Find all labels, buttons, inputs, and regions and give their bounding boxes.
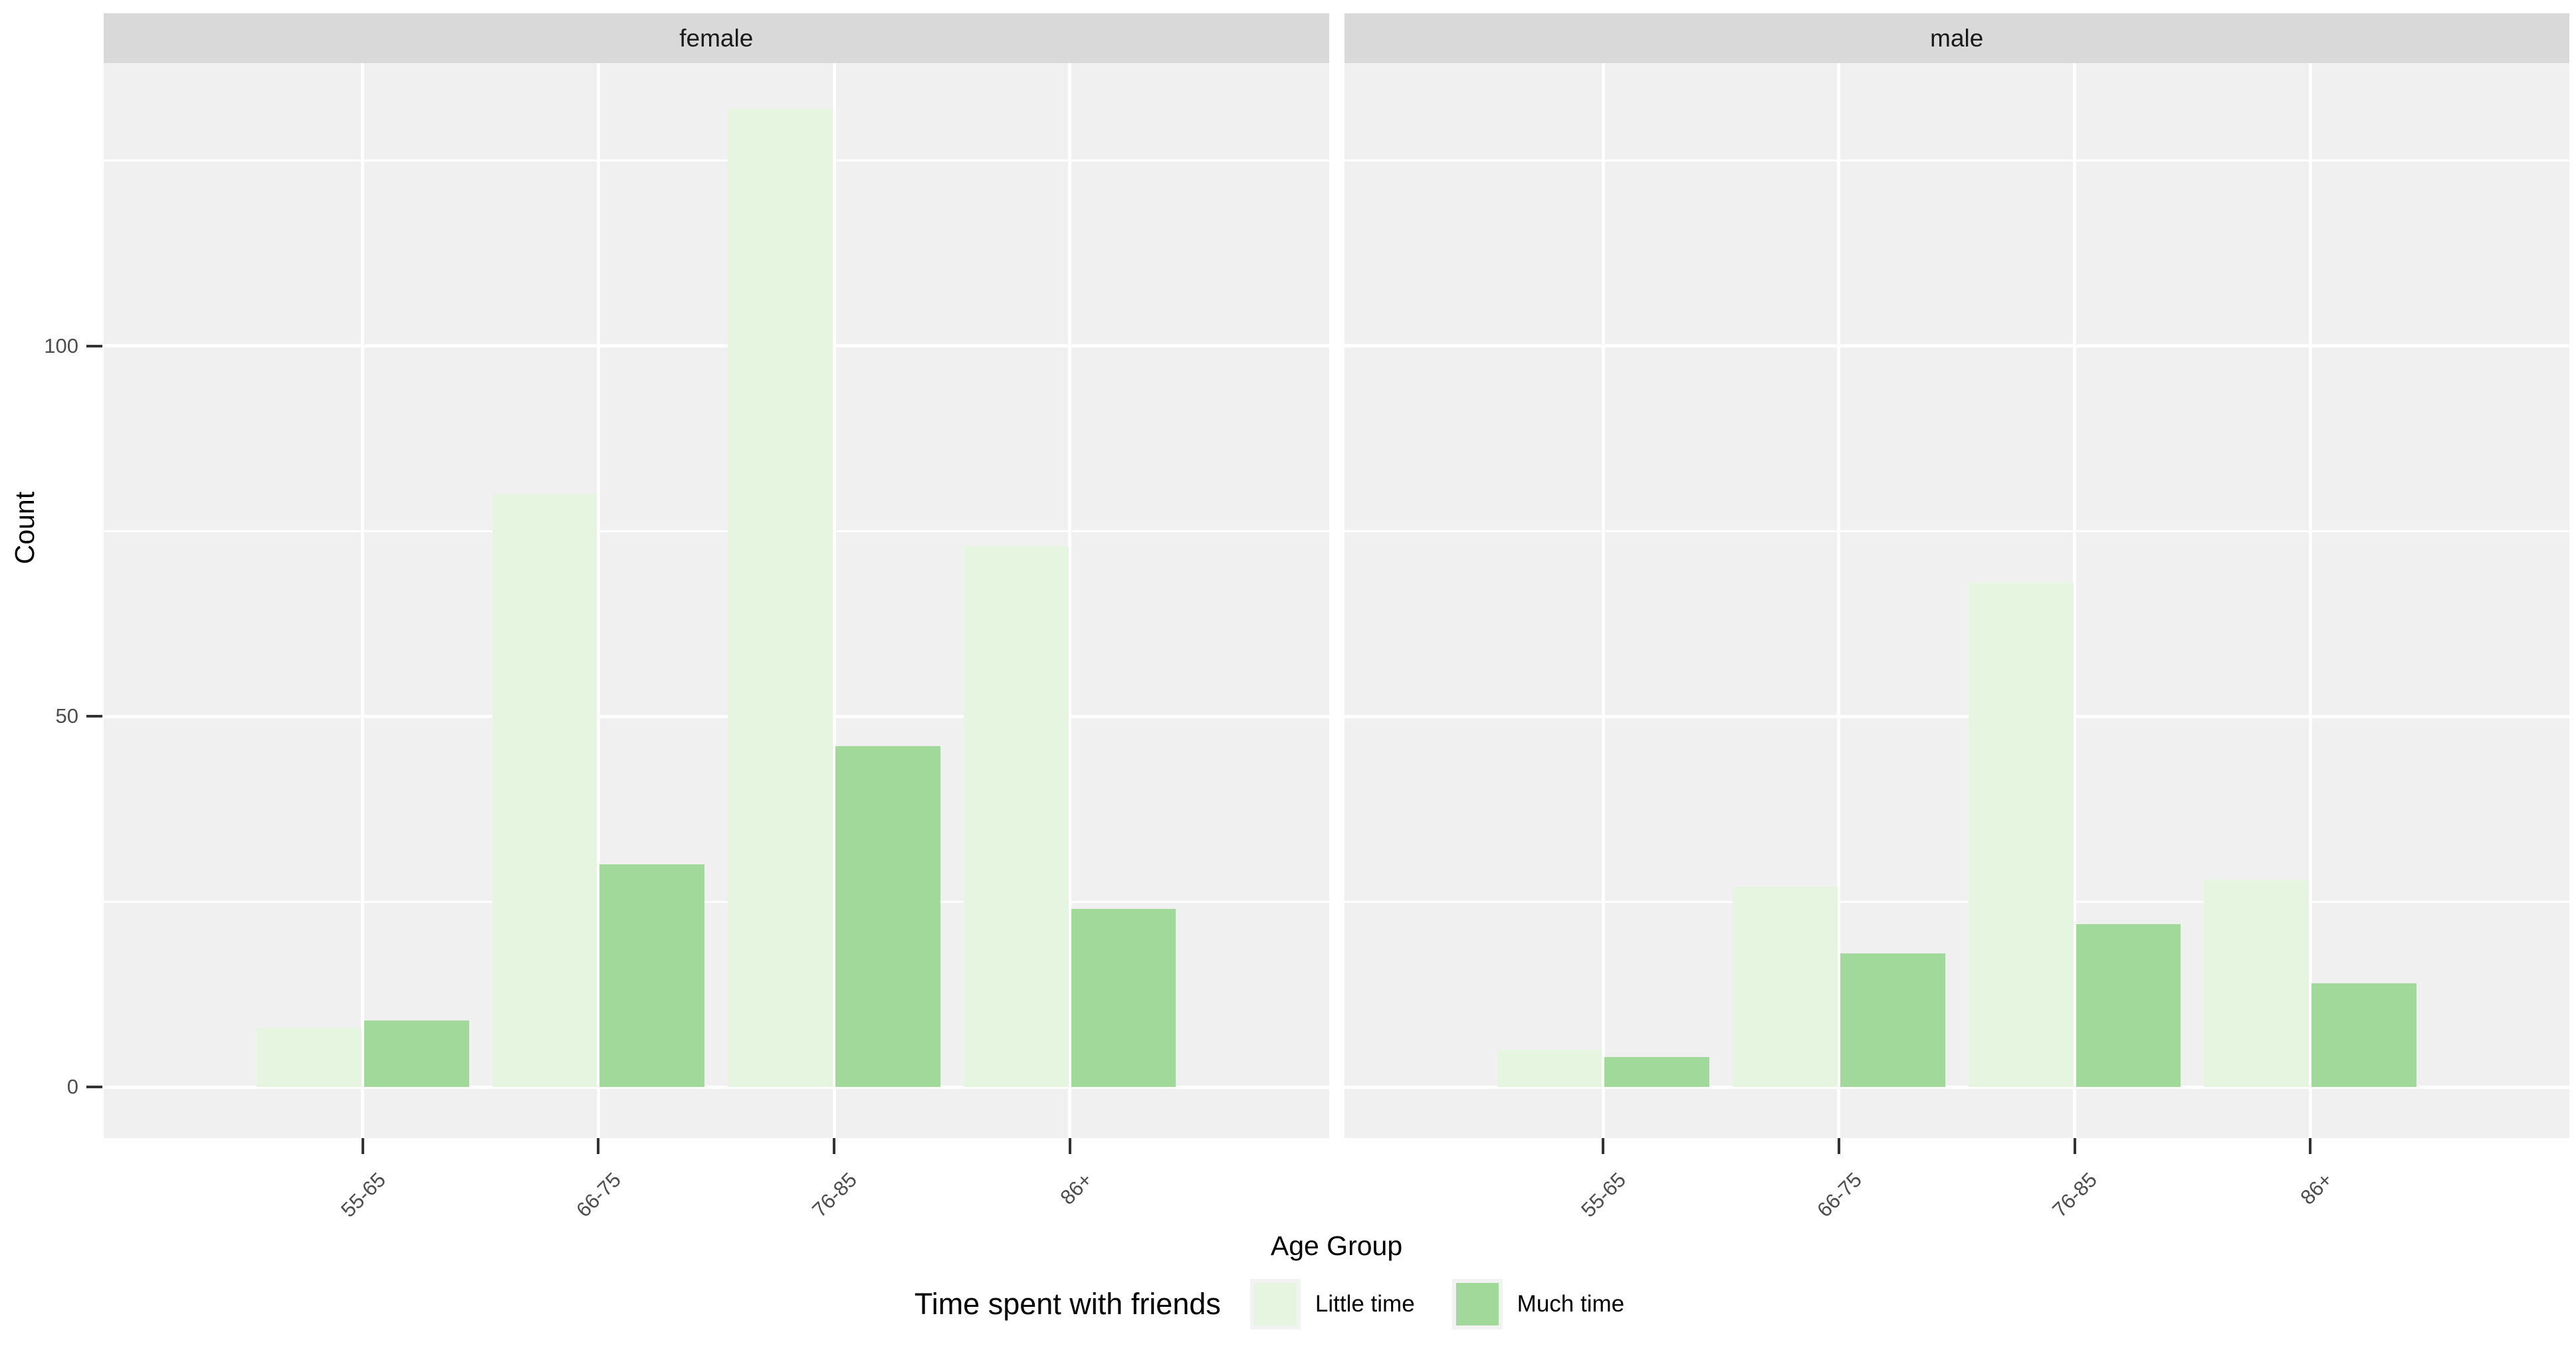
x-tick-label-male-86+: 86+	[2296, 1168, 2337, 1209]
minor-gridline-y125	[1344, 159, 2569, 162]
bar-female-66-75-much-time	[599, 864, 705, 1087]
legend-entry-label: Much time	[1517, 1291, 1625, 1317]
y-tick-50	[86, 715, 102, 718]
major-gridline-y50	[104, 714, 1329, 718]
x-tick-label-male-66-75: 66-75	[1812, 1168, 1866, 1222]
major-gridline-x-86+	[1068, 63, 1072, 1138]
major-gridline-x-55-65	[361, 63, 365, 1138]
major-gridline-x-66-75	[596, 63, 600, 1138]
facet-strip-label: male	[1930, 24, 1984, 52]
legend-swatch-much-time	[1455, 1283, 1499, 1325]
legend-items: Little time Much time	[1249, 1279, 1662, 1329]
major-gridline-x-55-65	[1601, 63, 1605, 1138]
minor-gridline-y125	[104, 159, 1329, 162]
bar-female-55-65-little-time	[257, 1027, 362, 1087]
legend-title: Time spent with friends	[914, 1287, 1221, 1321]
x-tick-male-76-85	[2073, 1138, 2076, 1154]
major-gridline-x-86+	[2308, 63, 2312, 1138]
bar-male-86+-much-time	[2311, 983, 2416, 1087]
bar-female-86+-little-time	[963, 545, 1069, 1087]
bar-male-66-75-little-time	[1733, 886, 1838, 1087]
major-gridline-y0	[104, 1085, 1329, 1089]
facet-strip-label: female	[679, 24, 754, 52]
minor-gridline-y75	[1344, 530, 2569, 532]
x-tick-male-55-65	[1602, 1138, 1605, 1154]
x-tick-female-55-65	[361, 1138, 364, 1154]
bar-female-66-75-little-time	[492, 494, 597, 1087]
x-tick-label-male-55-65: 55-65	[1576, 1168, 1631, 1222]
legend-swatch-little-time	[1253, 1283, 1297, 1325]
x-tick-label-female-66-75: 66-75	[572, 1168, 626, 1222]
x-axis-title: Age Group	[1270, 1230, 1403, 1261]
x-tick-female-66-75	[597, 1138, 600, 1154]
y-tick-100	[86, 344, 102, 347]
y-axis-title: Count	[9, 491, 40, 565]
x-tick-label-male-76-85: 76-85	[2048, 1168, 2102, 1222]
x-tick-female-86+	[1068, 1138, 1071, 1154]
legend: Time spent with friends Little time Much …	[0, 1279, 2576, 1329]
y-tick-label-0: 0	[66, 1075, 78, 1098]
x-tick-female-76-85	[833, 1138, 835, 1154]
bar-male-55-65-much-time	[1604, 1057, 1709, 1087]
bar-female-86+-much-time	[1071, 909, 1176, 1087]
x-tick-label-female-86+: 86+	[1055, 1168, 1097, 1209]
bar-female-55-65-much-time	[364, 1020, 469, 1087]
major-gridline-y100	[104, 344, 1329, 347]
bar-female-76-85-much-time	[835, 745, 940, 1087]
major-gridline-x-76-85	[2073, 63, 2076, 1138]
minor-gridline-y25	[104, 900, 1329, 903]
legend-item-little-time: Little time	[1249, 1279, 1415, 1329]
legend-key	[1249, 1279, 1301, 1329]
bar-male-55-65-little-time	[1497, 1050, 1602, 1087]
bar-male-66-75-much-time	[1840, 953, 1945, 1087]
panel-female	[104, 63, 1329, 1138]
legend-key	[1451, 1279, 1503, 1329]
bar-male-76-85-little-time	[1968, 583, 2074, 1087]
bar-female-76-85-little-time	[728, 108, 833, 1087]
y-tick-0	[86, 1086, 102, 1088]
major-gridline-y50	[1344, 714, 2569, 718]
panel-male	[1344, 63, 2569, 1138]
minor-gridline-y75	[104, 530, 1329, 532]
x-tick-male-86+	[2309, 1138, 2312, 1154]
x-tick-male-66-75	[1837, 1138, 1840, 1154]
y-tick-label-50: 50	[55, 704, 78, 728]
minor-gridline-y25	[1344, 900, 2569, 903]
y-tick-label-100: 100	[44, 334, 78, 357]
legend-entry-label: Little time	[1315, 1291, 1415, 1317]
major-gridline-y100	[1344, 344, 2569, 347]
legend-item-much-time: Much time	[1451, 1279, 1625, 1329]
major-gridline-x-66-75	[1837, 63, 1841, 1138]
major-gridline-y0	[1344, 1085, 2569, 1089]
x-tick-label-female-76-85: 76-85	[807, 1168, 861, 1222]
major-gridline-x-76-85	[832, 63, 836, 1138]
bar-male-76-85-much-time	[2076, 923, 2181, 1087]
x-tick-label-female-55-65: 55-65	[336, 1168, 390, 1222]
facet-strip-male: male	[1344, 13, 2569, 63]
bar-male-86+-little-time	[2204, 879, 2309, 1087]
facet-strip-female: female	[104, 13, 1329, 63]
